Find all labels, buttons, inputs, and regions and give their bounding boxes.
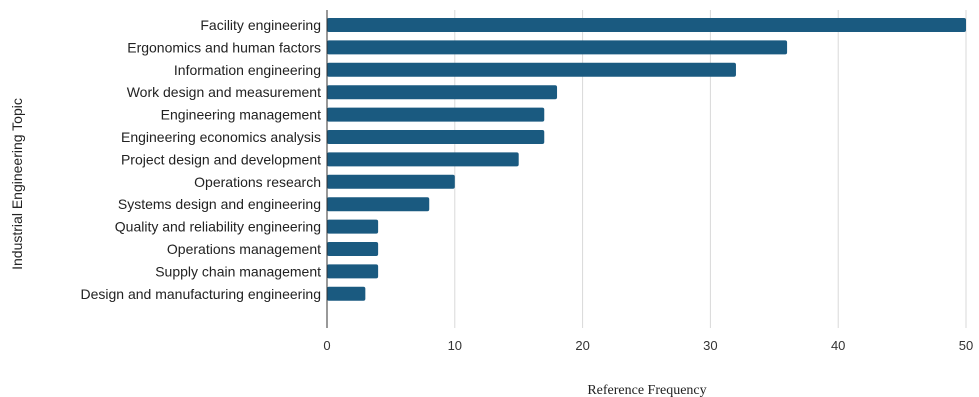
category-label: Engineering management xyxy=(161,107,321,123)
bar xyxy=(327,18,966,32)
gridlines xyxy=(454,10,967,328)
bar xyxy=(327,264,379,279)
category-label: Supply chain management xyxy=(155,263,321,279)
x-tick-label: 0 xyxy=(323,338,330,353)
category-label: Project design and development xyxy=(121,151,321,167)
category-label: Ergonomics and human factors xyxy=(127,39,321,55)
bar xyxy=(327,286,366,301)
bar xyxy=(327,130,545,144)
x-tick-label: 40 xyxy=(831,338,845,353)
category-label: Operations management xyxy=(167,241,321,257)
x-tick-label: 20 xyxy=(575,338,589,353)
category-label: Quality and reliability engineering xyxy=(115,219,321,235)
category-label: Systems design and engineering xyxy=(118,196,321,212)
bar xyxy=(327,40,788,55)
bars xyxy=(327,18,966,301)
category-label: Information engineering xyxy=(174,62,321,78)
bar xyxy=(327,152,519,167)
x-tick-labels: 0 10 20 30 40 50 xyxy=(323,338,973,353)
bar xyxy=(327,197,430,212)
x-axis-title: Reference Frequency xyxy=(587,383,706,397)
x-tick-label: 10 xyxy=(448,338,462,353)
bar xyxy=(327,85,558,100)
y-axis-title: Industrial Engineering Topic xyxy=(9,98,25,270)
bar xyxy=(327,107,545,122)
category-label: Engineering economics analysis xyxy=(121,129,321,145)
category-label: Work design and measurement xyxy=(127,84,321,100)
bar xyxy=(327,219,379,234)
bar xyxy=(327,242,379,256)
bar xyxy=(327,174,455,189)
bar xyxy=(327,62,736,77)
x-tick-label: 50 xyxy=(959,338,973,353)
x-tick-label: 30 xyxy=(703,338,717,353)
category-labels: Facility engineering Ergonomics and human… xyxy=(81,17,322,302)
category-label: Operations research xyxy=(194,174,321,190)
category-label: Facility engineering xyxy=(200,17,321,33)
category-label: Design and manufacturing engineering xyxy=(81,286,322,302)
